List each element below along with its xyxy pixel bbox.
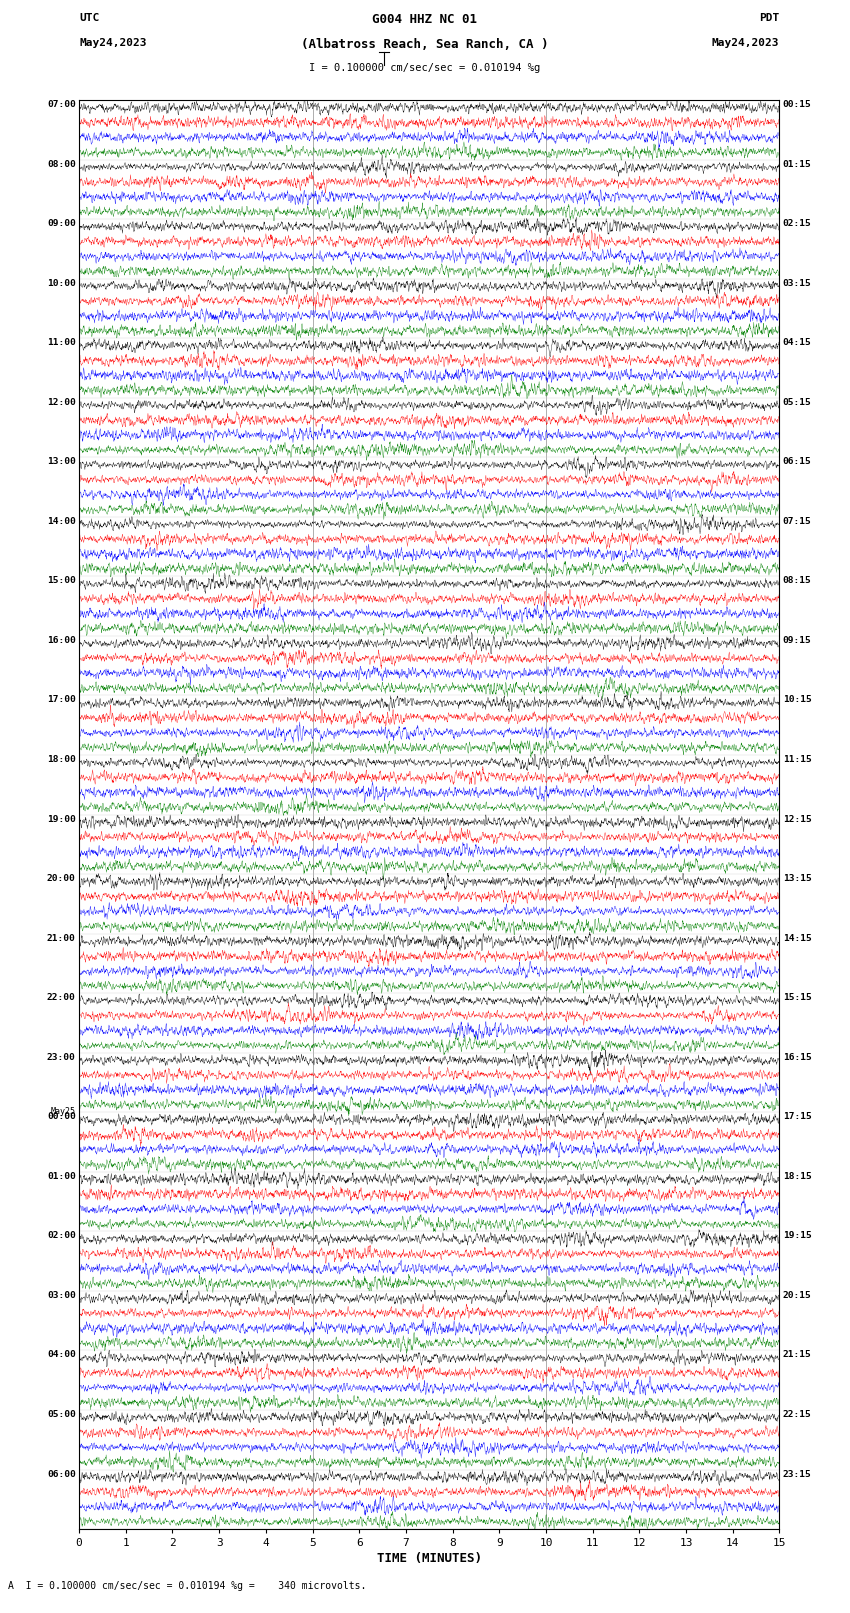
Text: 12:00: 12:00 [47, 398, 76, 406]
Text: 19:15: 19:15 [783, 1231, 812, 1240]
Text: 12:15: 12:15 [783, 815, 812, 824]
Text: 22:15: 22:15 [783, 1410, 812, 1419]
Text: 01:15: 01:15 [783, 160, 812, 168]
Text: 07:00: 07:00 [47, 100, 76, 110]
Text: 19:00: 19:00 [47, 815, 76, 824]
Text: 21:15: 21:15 [783, 1350, 812, 1360]
Text: 07:15: 07:15 [783, 516, 812, 526]
Text: 10:00: 10:00 [47, 279, 76, 287]
Text: (Albatross Reach, Sea Ranch, CA ): (Albatross Reach, Sea Ranch, CA ) [301, 39, 549, 52]
Text: 20:15: 20:15 [783, 1290, 812, 1300]
Text: 18:00: 18:00 [47, 755, 76, 765]
Text: 14:15: 14:15 [783, 934, 812, 942]
Text: 05:00: 05:00 [47, 1410, 76, 1419]
Text: A  I = 0.100000 cm/sec/sec = 0.010194 %g =    340 microvolts.: A I = 0.100000 cm/sec/sec = 0.010194 %g … [8, 1581, 367, 1590]
Text: 03:00: 03:00 [47, 1290, 76, 1300]
Text: 04:15: 04:15 [783, 339, 812, 347]
Text: 17:15: 17:15 [783, 1113, 812, 1121]
Text: UTC: UTC [79, 13, 99, 23]
Text: 09:15: 09:15 [783, 636, 812, 645]
Text: 13:00: 13:00 [47, 458, 76, 466]
Text: 13:15: 13:15 [783, 874, 812, 882]
Text: G004 HHZ NC 01: G004 HHZ NC 01 [372, 13, 478, 26]
Text: I = 0.100000 cm/sec/sec = 0.010194 %g: I = 0.100000 cm/sec/sec = 0.010194 %g [309, 63, 541, 73]
Text: PDT: PDT [759, 13, 779, 23]
Text: 18:15: 18:15 [783, 1171, 812, 1181]
Text: 06:15: 06:15 [783, 458, 812, 466]
Text: 15:00: 15:00 [47, 576, 76, 586]
Text: 01:00: 01:00 [47, 1171, 76, 1181]
Text: 11:00: 11:00 [47, 339, 76, 347]
Text: 11:15: 11:15 [783, 755, 812, 765]
Text: May24,2023: May24,2023 [712, 39, 779, 48]
Text: 09:00: 09:00 [47, 219, 76, 227]
Text: 22:00: 22:00 [47, 994, 76, 1002]
Text: 10:15: 10:15 [783, 695, 812, 705]
Text: 14:00: 14:00 [47, 516, 76, 526]
Text: 02:15: 02:15 [783, 219, 812, 227]
Text: May25: May25 [51, 1108, 76, 1116]
Text: 23:15: 23:15 [783, 1469, 812, 1479]
Text: 16:15: 16:15 [783, 1053, 812, 1061]
Text: 17:00: 17:00 [47, 695, 76, 705]
Text: 00:15: 00:15 [783, 100, 812, 110]
Text: 06:00: 06:00 [47, 1469, 76, 1479]
Text: 05:15: 05:15 [783, 398, 812, 406]
Text: 20:00: 20:00 [47, 874, 76, 882]
Text: May24,2023: May24,2023 [79, 39, 146, 48]
Text: 02:00: 02:00 [47, 1231, 76, 1240]
Text: 00:00: 00:00 [47, 1113, 76, 1121]
Text: 08:15: 08:15 [783, 576, 812, 586]
Text: 04:00: 04:00 [47, 1350, 76, 1360]
Text: 03:15: 03:15 [783, 279, 812, 287]
Text: 23:00: 23:00 [47, 1053, 76, 1061]
Text: 21:00: 21:00 [47, 934, 76, 942]
Text: 15:15: 15:15 [783, 994, 812, 1002]
X-axis label: TIME (MINUTES): TIME (MINUTES) [377, 1552, 482, 1565]
Text: 16:00: 16:00 [47, 636, 76, 645]
Text: 08:00: 08:00 [47, 160, 76, 168]
